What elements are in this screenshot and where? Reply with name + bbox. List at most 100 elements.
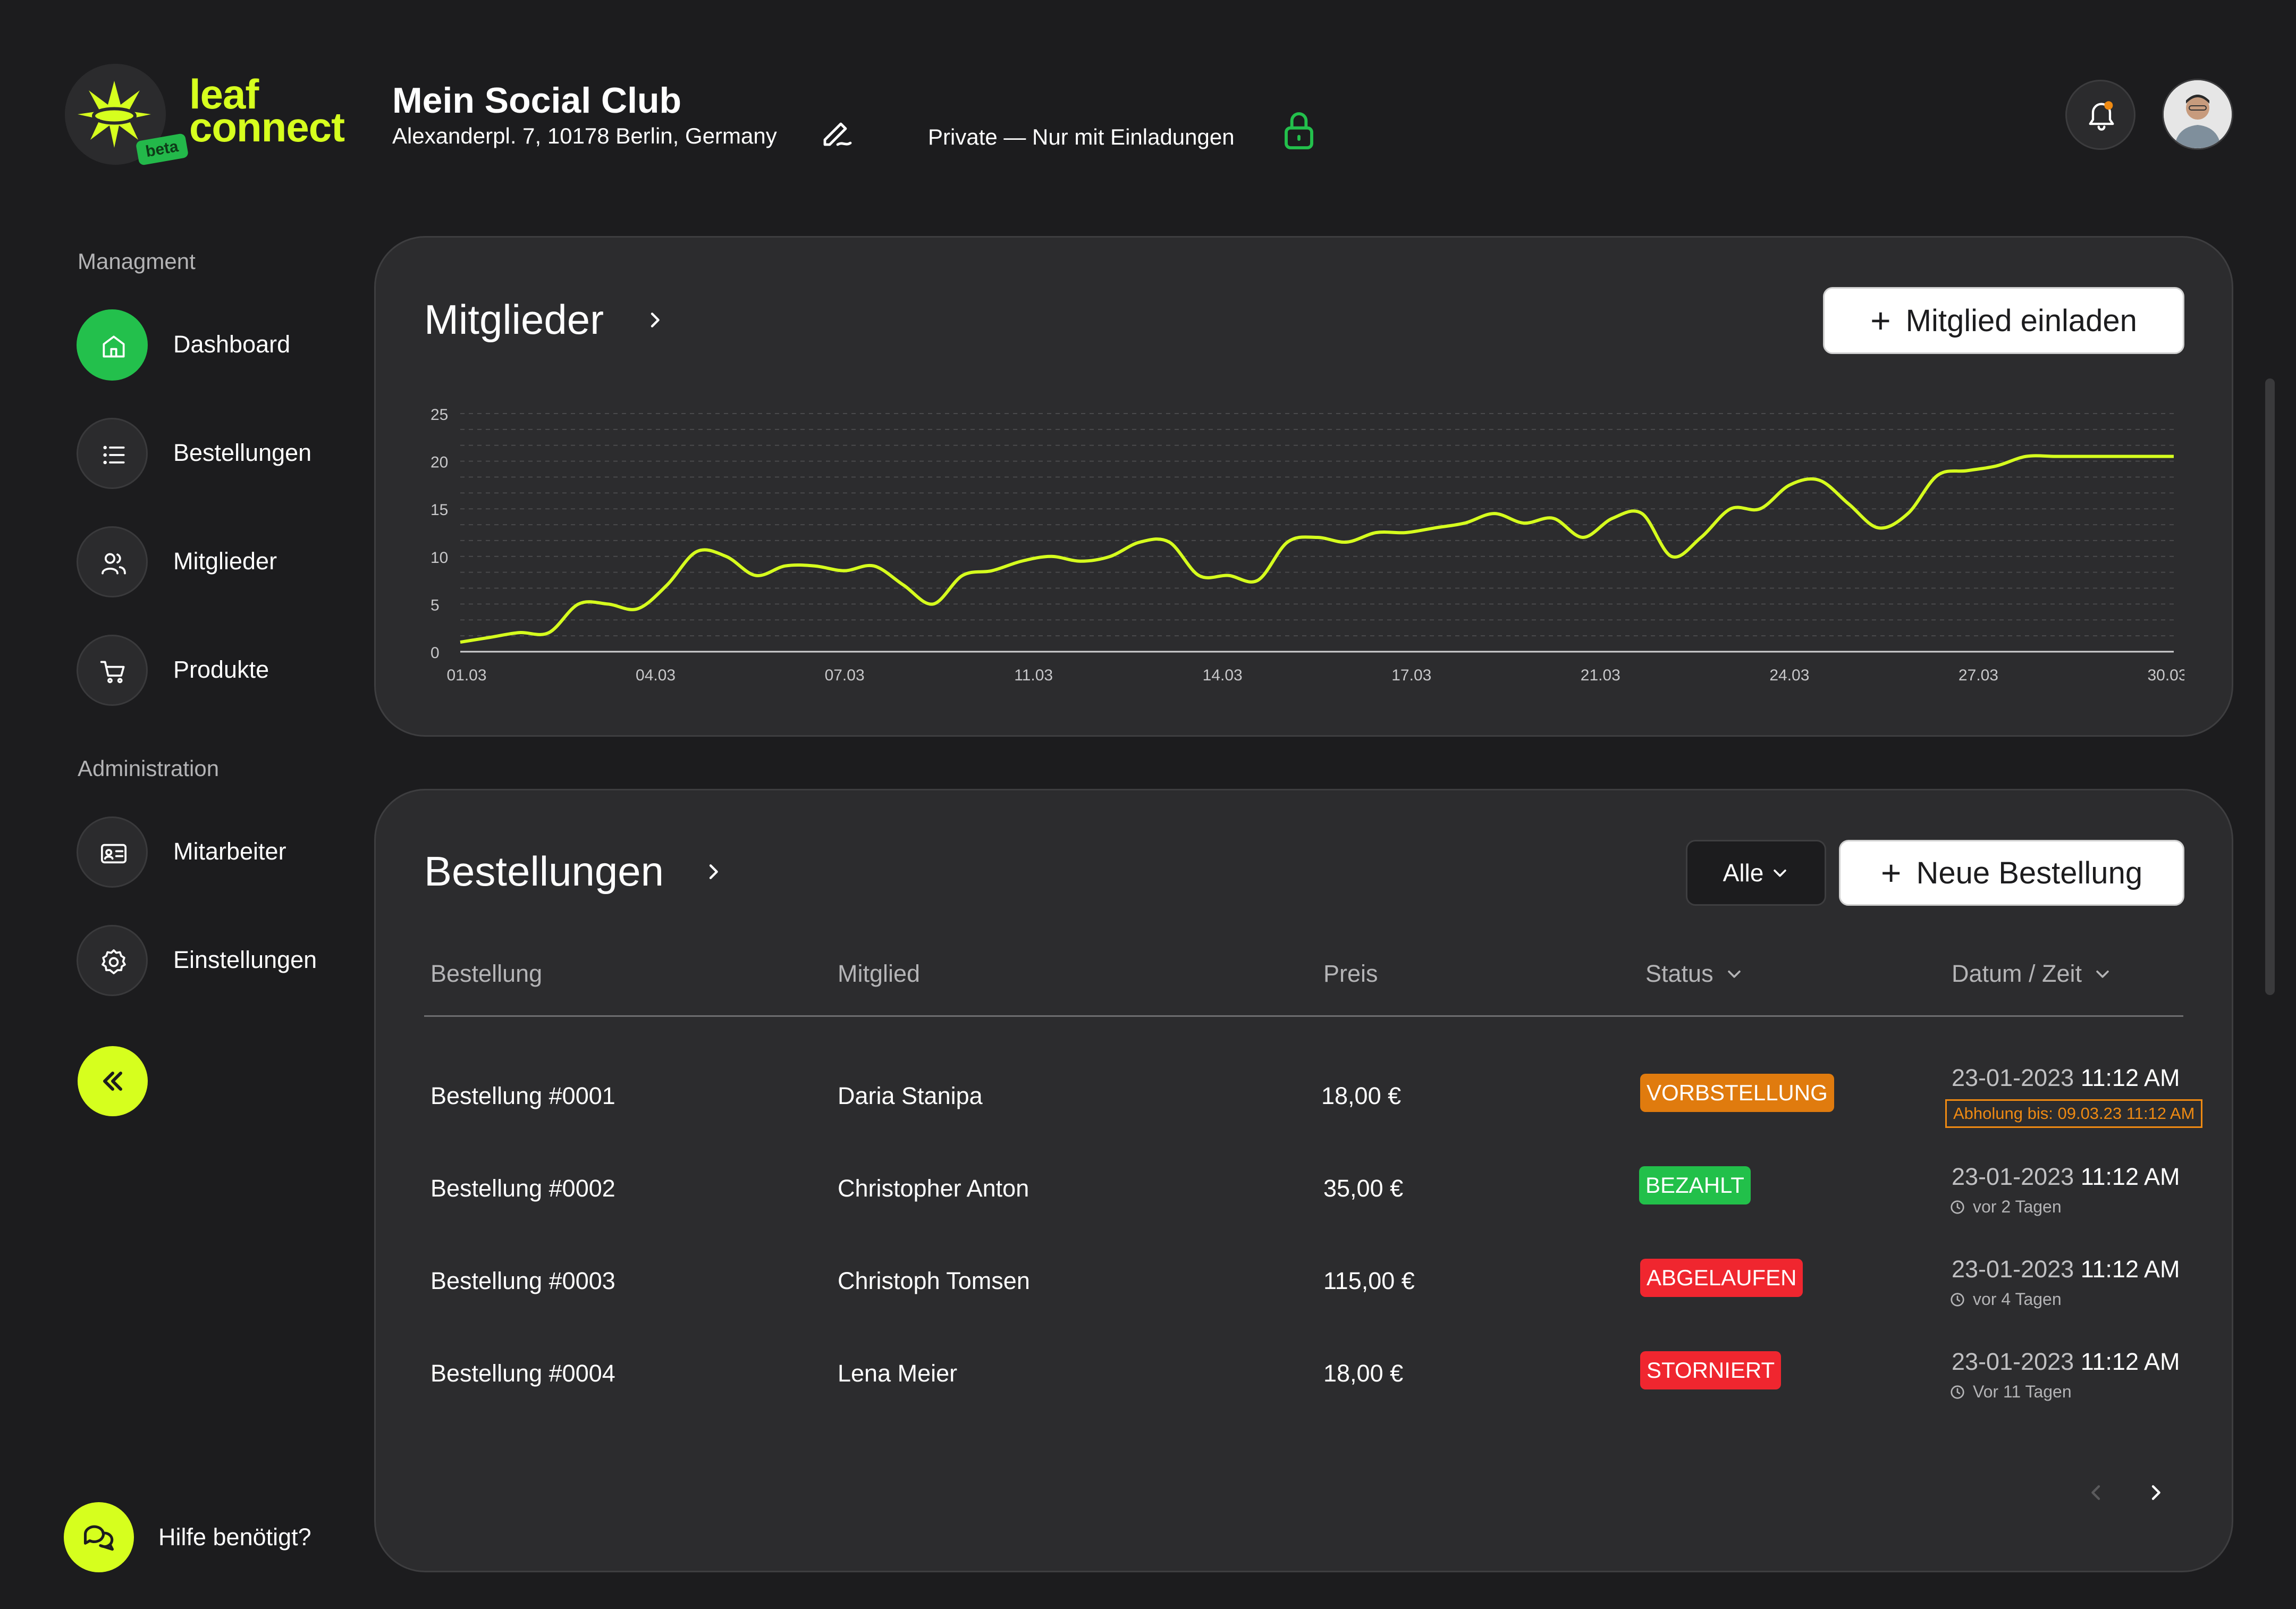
order-datetime: 23-01-2023 11:12 AM — [1952, 1064, 2180, 1092]
sidebar-item-label: Mitglieder — [173, 547, 277, 575]
order-date: 23-01-2023 — [1952, 1348, 2074, 1375]
status-badge: ABGELAUFEN — [1640, 1259, 1803, 1297]
chat-bubbles-icon — [83, 1525, 114, 1551]
order-price: 18,00 € — [1323, 1360, 1404, 1387]
sidebar-item-mitarbeiter[interactable]: Mitarbeiter — [77, 816, 364, 888]
chevrons-left-icon — [103, 1072, 122, 1091]
user-avatar-icon — [2164, 80, 2232, 148]
clock-icon — [1951, 1200, 1964, 1214]
avatar[interactable] — [2162, 79, 2233, 150]
relative-time: vor 4 Tagen — [1949, 1290, 2062, 1309]
status-badge: STORNIERT — [1640, 1351, 1782, 1389]
order-price: 35,00 € — [1323, 1175, 1404, 1202]
sidebar-item-dashboard[interactable]: Dashboard — [77, 309, 364, 381]
edit-icon[interactable] — [818, 113, 857, 151]
sidebar-item-label: Produkte — [173, 656, 269, 683]
column-header-price[interactable]: Preis — [1323, 960, 1378, 987]
nav-icon-circle — [77, 635, 148, 706]
sidebar-item-produkte[interactable]: Produkte — [77, 635, 364, 706]
lock-icon — [1285, 112, 1313, 149]
clock-icon — [1951, 1292, 1964, 1307]
relative-time-label: Vor 11 Tagen — [1973, 1382, 2072, 1401]
help-button[interactable] — [64, 1502, 134, 1572]
filter-label: Alle — [1723, 859, 1764, 887]
column-header-order[interactable]: Bestellung — [430, 960, 543, 987]
sidebar-item-einstellungen[interactable]: Einstellungen — [77, 925, 364, 996]
chevron-down-icon — [2096, 970, 2109, 978]
pickup-deadline: Abholung bis: 09.03.23 11:12 AM — [1945, 1099, 2203, 1128]
y-tick-label: 10 — [430, 549, 448, 567]
relative-time: vor 2 Tagen — [1949, 1197, 2062, 1217]
x-tick-label: 14.03 — [1203, 667, 1243, 684]
order-number[interactable]: Bestellung #0001 — [430, 1082, 615, 1109]
section-heading-management: Managment — [78, 249, 196, 274]
relative-time-label: vor 2 Tagen — [1973, 1197, 2062, 1216]
sidebar-item-label: Bestellungen — [173, 439, 312, 466]
invite-member-label: Mitglied einladen — [1905, 303, 2137, 338]
order-number[interactable]: Bestellung #0003 — [430, 1267, 615, 1294]
sidebar-item-bestellungen[interactable]: Bestellungen — [77, 418, 364, 489]
x-tick-label: 04.03 — [636, 667, 676, 684]
order-date: 23-01-2023 — [1952, 1163, 2074, 1190]
chevron-right-icon[interactable] — [703, 861, 724, 882]
member-name: Daria Stanipa — [838, 1082, 983, 1109]
leaf-logo-icon — [78, 81, 151, 148]
status-filter-dropdown[interactable]: Alle — [1686, 840, 1826, 906]
order-price: 115,00 € — [1323, 1267, 1415, 1294]
new-order-button[interactable]: + Neue Bestellung — [1839, 840, 2184, 906]
nav-icon-circle — [77, 526, 148, 597]
nav-icon-circle — [77, 309, 148, 381]
clock-icon — [1951, 1385, 1964, 1399]
relative-time-label: vor 4 Tagen — [1973, 1290, 2062, 1309]
column-header-date[interactable]: Datum / Zeit — [1952, 960, 2112, 988]
column-header-status-label: Status — [1645, 960, 1713, 987]
x-tick-label: 17.03 — [1391, 667, 1431, 684]
status-badge: BEZAHLT — [1639, 1166, 1751, 1204]
x-tick-label: 21.03 — [1581, 667, 1620, 684]
x-tick-label: 30.03 — [2147, 667, 2184, 684]
column-header-member[interactable]: Mitglied — [838, 960, 921, 987]
home-icon — [103, 335, 125, 358]
sidebar-item-mitglieder[interactable]: Mitglieder — [77, 526, 364, 597]
sidebar-item-label: Dashboard — [173, 331, 291, 358]
order-time: 11:12 AM — [2080, 1064, 2180, 1091]
order-time: 11:12 AM — [2080, 1256, 2180, 1283]
order-time: 11:12 AM — [2080, 1348, 2180, 1375]
order-number[interactable]: Bestellung #0004 — [430, 1360, 615, 1387]
sidebar-item-label: Mitarbeiter — [173, 838, 286, 865]
order-datetime: 23-01-2023 11:12 AM — [1952, 1163, 2180, 1191]
pagination-prev-icon[interactable] — [2086, 1482, 2107, 1503]
logo-line-1: leaf — [189, 71, 259, 117]
nav-icon-circle — [77, 925, 148, 996]
notifications-button[interactable] — [2065, 80, 2135, 150]
column-header-status[interactable]: Status — [1645, 960, 1743, 988]
order-price: 18,00 € — [1321, 1082, 1402, 1109]
orders-title[interactable]: Bestellungen — [424, 848, 664, 895]
logo-line-2: connect — [189, 104, 345, 150]
page-scrollbar[interactable] — [2265, 378, 2275, 995]
chevron-right-icon[interactable] — [644, 309, 665, 331]
bell-icon — [2089, 101, 2114, 131]
sidebar-item-label: Einstellungen — [173, 946, 317, 973]
order-number[interactable]: Bestellung #0002 — [430, 1175, 615, 1202]
members-line-chart: 0 5 10 15 20 25 01.03 04.03 07.03 11.03 14.03 17.03… — [430, 406, 2184, 684]
order-datetime: 23-01-2023 11:12 AM — [1952, 1256, 2180, 1283]
y-tick-label: 5 — [430, 596, 440, 614]
orders-card — [374, 789, 2233, 1572]
order-time: 11:12 AM — [2080, 1163, 2180, 1190]
new-order-label: Neue Bestellung — [1916, 855, 2143, 890]
nav-icon-circle — [77, 816, 148, 888]
pagination-next-icon[interactable] — [2145, 1482, 2166, 1503]
gear-icon — [102, 949, 126, 974]
privacy-label: Private — Nur mit Einladungen — [928, 124, 1235, 149]
x-tick-label: 27.03 — [1959, 667, 1998, 684]
invite-member-button[interactable]: + Mitglied einladen — [1823, 287, 2184, 354]
help-label[interactable]: Hilfe benötigt? — [158, 1523, 311, 1551]
status-badge: VORBSTELLUNG — [1640, 1074, 1834, 1112]
list-icon — [103, 445, 125, 465]
members-series-line — [460, 454, 2174, 644]
member-name: Christoph Tomsen — [838, 1267, 1030, 1294]
collapse-sidebar-button[interactable] — [78, 1046, 148, 1116]
table-header-divider — [424, 1015, 2183, 1017]
members-title[interactable]: Mitglieder — [424, 296, 604, 343]
